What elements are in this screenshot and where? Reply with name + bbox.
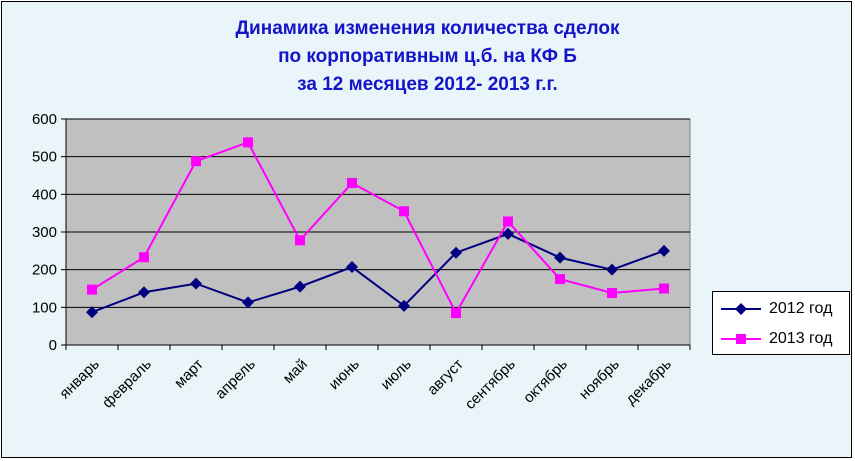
- y-tick-label-6: 600: [32, 111, 57, 128]
- series-0-point-9: [554, 251, 566, 264]
- y-tick-label-3: 300: [32, 224, 57, 241]
- series-1-point-3: [243, 137, 253, 148]
- legend-swatch-2013: [721, 334, 761, 344]
- chart-legend: 2012 год 2013 год: [712, 291, 850, 355]
- series-1-point-1: [139, 252, 149, 263]
- x-tick-label-10: ноябрь: [576, 356, 623, 403]
- series-0-point-10: [606, 263, 618, 276]
- series-1-point-5: [347, 178, 357, 189]
- chart-title-line-1: Динамика изменения количества сделок: [235, 18, 620, 39]
- y-tick-label-0: 0: [49, 337, 57, 354]
- y-tick-label-2: 200: [32, 262, 57, 279]
- series-0-point-1: [138, 286, 150, 299]
- x-tick-label-3: апрель: [212, 356, 259, 403]
- y-tick-label-1: 100: [32, 299, 57, 316]
- series-1-point-10: [607, 288, 617, 299]
- series-0-point-5: [346, 261, 358, 274]
- x-tick-label-2: март: [171, 356, 207, 392]
- x-tick-label-5: июнь: [326, 356, 363, 393]
- x-tick-label-0: январь: [56, 356, 103, 403]
- series-0-point-2: [190, 277, 202, 290]
- x-tick-label-4: май: [280, 356, 311, 387]
- series-0-point-0: [86, 306, 98, 319]
- series-1-point-4: [295, 235, 305, 246]
- series-0-point-8: [502, 227, 514, 240]
- series-0-point-4: [294, 280, 306, 293]
- legend-item-2012: 2012 год: [719, 298, 849, 320]
- series-1-point-11: [659, 283, 669, 294]
- series-1-point-6: [399, 206, 409, 217]
- series-1-point-0: [87, 284, 97, 295]
- chart-title-line-2: по корпоративным ц.б. на КФ Б: [278, 46, 577, 67]
- series-0-point-11: [658, 244, 670, 257]
- series-0-point-3: [242, 296, 254, 309]
- x-tick-label-6: июль: [377, 356, 415, 394]
- x-tick-label-7: август: [424, 356, 467, 399]
- series-0-point-7: [450, 246, 462, 259]
- x-tick-label-9: октябрь: [520, 356, 571, 407]
- chart-title-line-3: за 12 месяцев 2012- 2013 г.г.: [297, 74, 558, 95]
- x-tick-label-8: сентябрь: [462, 356, 519, 413]
- y-tick-label-4: 400: [32, 186, 57, 203]
- legend-label-2013: 2013 год: [769, 330, 833, 347]
- series-line-1: [91, 141, 665, 316]
- series-1-point-7: [451, 307, 461, 318]
- x-tick-label-11: декабрь: [622, 356, 675, 409]
- legend-swatch-2012: [721, 303, 761, 315]
- legend-item-2013: 2013 год: [719, 328, 849, 350]
- y-tick-label-5: 500: [32, 149, 57, 166]
- series-line-0: [91, 232, 665, 314]
- legend-label-2012: 2012 год: [769, 300, 833, 317]
- x-tick-label-1: февраль: [99, 356, 155, 412]
- series-1-point-9: [555, 274, 565, 285]
- series-1-point-2: [191, 156, 201, 167]
- series-1-point-8: [503, 216, 513, 227]
- series-0-point-6: [398, 299, 410, 312]
